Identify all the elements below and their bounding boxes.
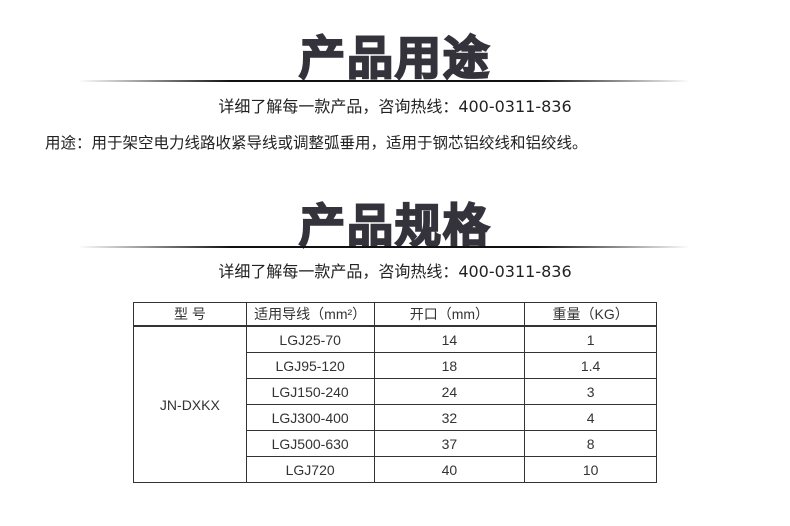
table-row: JN-DXKX LGJ25-70 14 1 — [133, 325, 657, 483]
weight-cell: 1.4 — [524, 352, 657, 379]
header-opening: 开口（mm） — [373, 302, 526, 327]
weight-cell: 8 — [524, 430, 657, 457]
wire-cell: LGJ500-630 — [245, 430, 375, 457]
weight-cell: 4 — [524, 404, 657, 431]
divider — [78, 246, 690, 248]
weight-cell: 3 — [524, 378, 657, 405]
hotline-text: 详细了解每一款产品，咨询热线：400-0311-836 — [218, 97, 572, 116]
opening-cell: 32 — [373, 404, 526, 431]
header-weight: 重量（KG） — [524, 302, 657, 327]
hotline-text: 详细了解每一款产品，咨询热线：400-0311-836 — [218, 262, 572, 281]
header-model: 型 号 — [133, 302, 247, 327]
usage-title: 产品用途 — [298, 30, 491, 86]
table-row: LGJ720 40 10 — [134, 456, 657, 483]
opening-cell: 14 — [373, 325, 526, 353]
weight-cell: 1 — [524, 325, 657, 353]
opening-cell: 40 — [373, 456, 526, 483]
spec-table: 型 号 适用导线（mm²） 开口（mm） 重量（KG） JN-DXKX LGJ25… — [133, 302, 657, 483]
wire-cell: LGJ300-400 — [245, 404, 375, 431]
model-cell: JN-DXKX — [133, 325, 247, 483]
opening-cell: 18 — [373, 352, 526, 379]
usage-description: 用途：用于架空电力线路收紧导线或调整弧垂用，适用于钢芯铝绞线和铝绞线。 — [45, 134, 588, 152]
table-row: LGJ500-630 37 8 — [134, 430, 657, 457]
spec-title: 产品规格 — [298, 198, 491, 254]
opening-cell: 37 — [373, 430, 526, 457]
table-row: LGJ95-120 18 1.4 — [134, 352, 657, 379]
header-wire: 适用导线（mm²） — [245, 302, 375, 327]
wire-cell: LGJ150-240 — [245, 378, 375, 405]
wire-cell: LGJ95-120 — [245, 352, 375, 379]
weight-cell: 10 — [524, 456, 657, 483]
divider — [78, 80, 690, 82]
wire-cell: LGJ25-70 — [245, 325, 375, 353]
wire-cell: LGJ720 — [245, 456, 375, 483]
opening-cell: 24 — [373, 378, 526, 405]
